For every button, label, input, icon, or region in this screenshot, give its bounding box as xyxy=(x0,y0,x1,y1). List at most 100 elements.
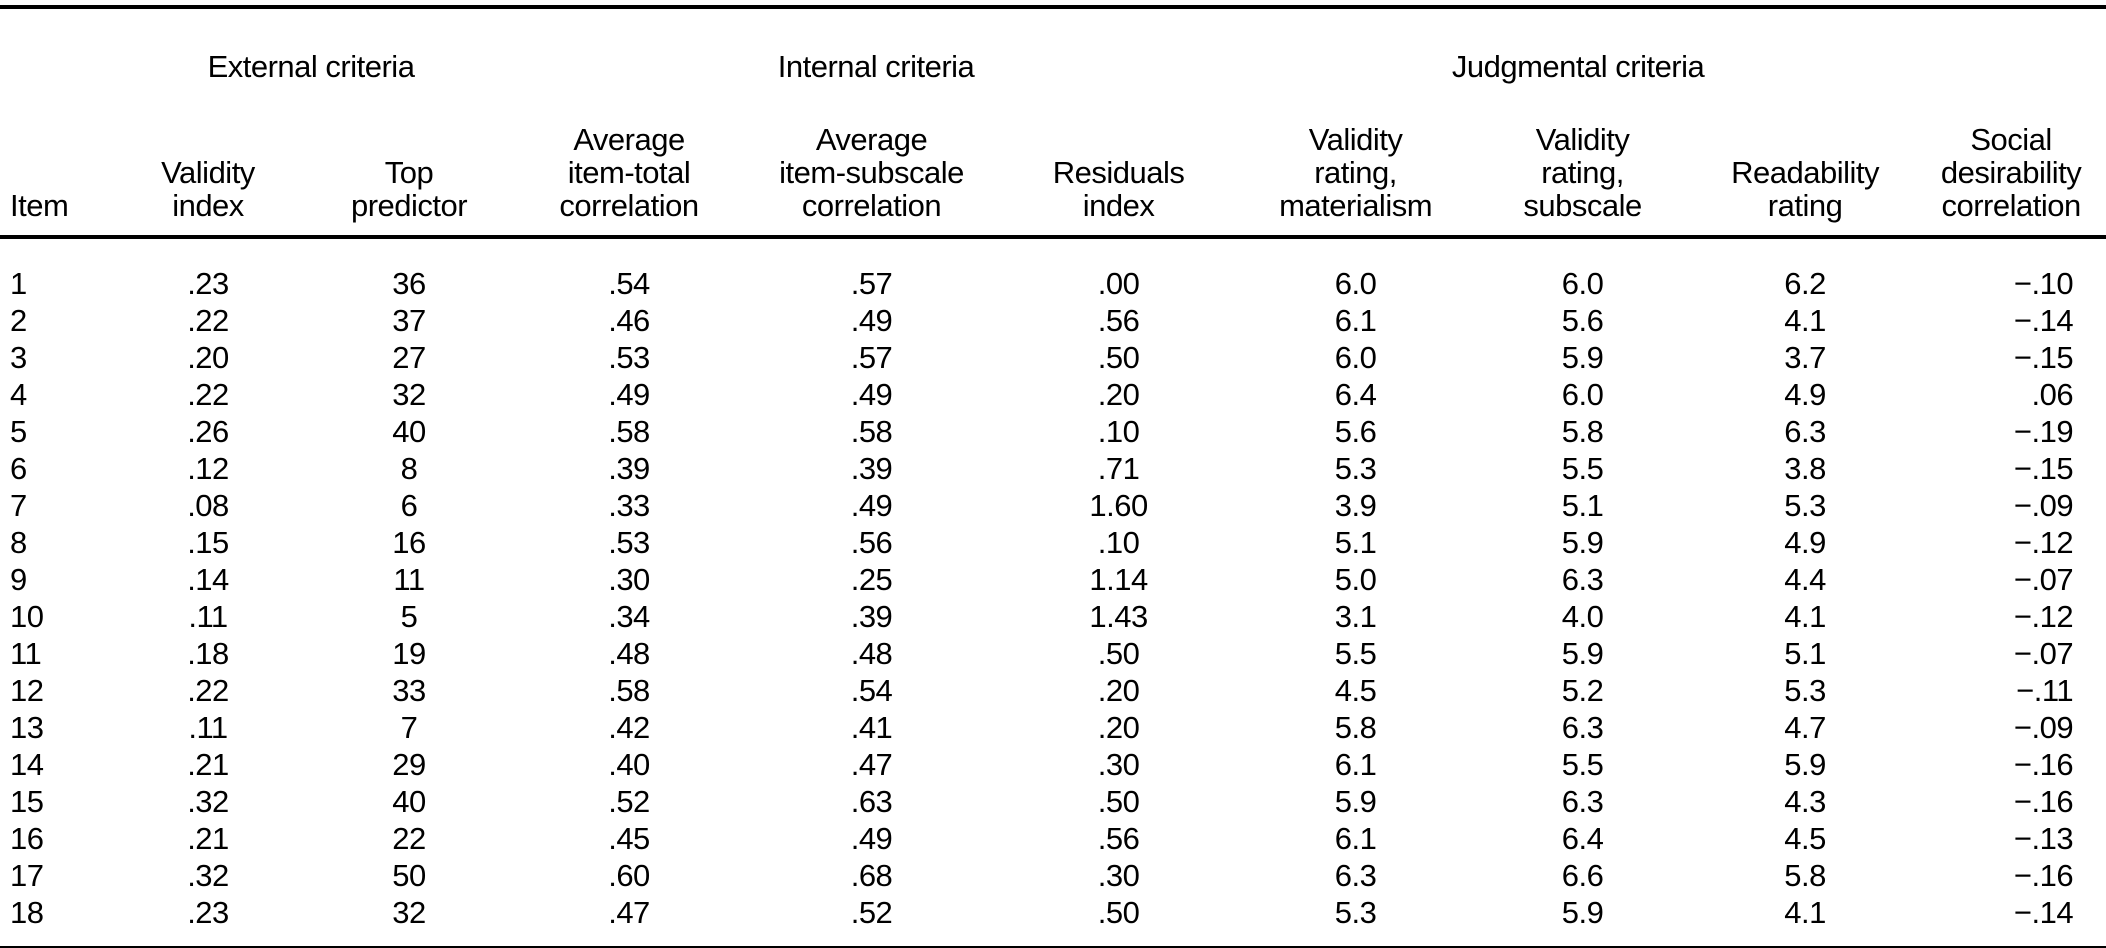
value-cell: .20 xyxy=(187,340,229,375)
value-cell: .68 xyxy=(850,858,893,893)
value-cell: .47 xyxy=(850,747,893,782)
value-cell: 5.3 xyxy=(1334,451,1377,486)
value-cell: 7 xyxy=(400,710,418,745)
value-cell: 5.3 xyxy=(1240,894,1472,948)
value-cell: .39 xyxy=(850,599,893,634)
column-header-validity-rating-subscale: Validity rating, subscale xyxy=(1471,90,1695,239)
value-cell: .48 xyxy=(608,636,650,671)
table-row: 10 .11 5 .34 .39 1.43 3.1 4.0 4.1 −.12 xyxy=(0,598,2106,635)
value-cell: 4.7 xyxy=(1784,710,1826,745)
value-cell: .46 xyxy=(608,303,650,338)
value-cell: .54 xyxy=(608,266,650,301)
value-cell: 5.2 xyxy=(1561,673,1604,708)
table-row: 15 .32 40 .52 .63 .50 5.9 6.3 4.3 −.16 xyxy=(0,783,2106,820)
value-cell: .42 xyxy=(608,710,650,745)
value-cell: 4.3 xyxy=(1784,784,1826,819)
value-cell: 3.1 xyxy=(1334,599,1377,634)
value-cell: .56 xyxy=(1097,303,1140,338)
value-cell: −.09 xyxy=(2013,710,2074,745)
value-cell: .00 xyxy=(1097,266,1140,301)
value-cell: .49 xyxy=(608,377,650,412)
value-cell: 6.4 xyxy=(1334,377,1377,412)
column-header-avg-item-total-correlation: Average item-total correlation xyxy=(512,90,747,239)
item-number-cell: 8 xyxy=(10,525,27,560)
value-cell: 3.8 xyxy=(1784,451,1826,486)
value-cell: 6.1 xyxy=(1334,747,1377,782)
item-number-cell: 5 xyxy=(10,414,27,449)
value-cell: 11 xyxy=(393,562,425,597)
item-number-cell: 11 xyxy=(10,636,42,671)
value-cell: 1.43 xyxy=(1089,599,1148,634)
value-cell: −.13 xyxy=(2013,821,2074,856)
value-cell: .08 xyxy=(187,488,229,523)
value-cell: .23 xyxy=(187,266,229,301)
value-cell: .39 xyxy=(850,451,893,486)
table-row: 18.23 32.47.52.50 5.3 5.9 4.1 −.14 xyxy=(0,894,2106,948)
group-internal-criteria: Internal criteria xyxy=(512,9,1240,90)
value-cell: 6.3 xyxy=(1334,858,1377,893)
table-row: 5 .26 40 .58 .58 .10 5.6 5.8 6.3 −.19 xyxy=(0,413,2106,450)
value-cell: .57 xyxy=(850,340,893,375)
value-cell: 5.9 xyxy=(1784,747,1826,782)
value-cell: .57 xyxy=(850,266,893,301)
value-cell: 5.9 xyxy=(1561,525,1604,560)
value-cell: 5.1 xyxy=(1561,488,1604,523)
value-cell: 5.5 xyxy=(1334,636,1377,671)
value-cell: .49 xyxy=(850,303,893,338)
table-row: 1 .23 36 .54 .57 .00 6.0 6.0 6.2 −.10 xyxy=(0,237,2106,302)
item-criteria-table: External criteria Internal criteria Judg… xyxy=(0,9,2106,948)
value-cell: 4.1 xyxy=(1784,599,1826,634)
value-cell: 4.1 xyxy=(1694,894,1917,948)
value-cell: −.09 xyxy=(2013,488,2074,523)
group-judgmental-criteria: Judgmental criteria xyxy=(1240,9,1916,90)
value-cell: .30 xyxy=(1097,747,1140,782)
value-cell: 6.3 xyxy=(1561,784,1604,819)
value-cell: 5.9 xyxy=(1471,894,1695,948)
item-number-cell: 6 xyxy=(10,451,27,486)
value-cell: 6.1 xyxy=(1334,821,1377,856)
value-cell: 4.1 xyxy=(1784,303,1826,338)
value-cell: 5.9 xyxy=(1561,636,1604,671)
value-cell: .14 xyxy=(187,562,229,597)
value-cell: .23 xyxy=(110,894,306,948)
value-cell: −.07 xyxy=(2013,636,2074,671)
value-cell: −.07 xyxy=(2013,562,2074,597)
value-cell: .22 xyxy=(187,377,229,412)
value-cell: 3.7 xyxy=(1784,340,1826,375)
value-cell: 5.8 xyxy=(1334,710,1377,745)
value-cell: 40 xyxy=(392,784,426,819)
value-cell: .39 xyxy=(608,451,650,486)
value-cell: .10 xyxy=(1097,525,1140,560)
value-cell: 40 xyxy=(392,414,426,449)
value-cell: −.19 xyxy=(2013,414,2074,449)
value-cell: .22 xyxy=(187,673,229,708)
table-row: 12 .22 33 .58 .54 .20 4.5 5.2 5.3 −.11 xyxy=(0,672,2106,709)
value-cell: 16 xyxy=(392,525,426,560)
item-number-cell: 16 xyxy=(10,821,44,856)
item-number-cell: 4 xyxy=(10,377,27,412)
value-cell: .52 xyxy=(608,784,650,819)
value-cell: 36 xyxy=(392,266,426,301)
table-row: 2 .22 37 .46 .49 .56 6.1 5.6 4.1 −.14 xyxy=(0,302,2106,339)
value-cell: .50 xyxy=(997,894,1241,948)
value-cell: .49 xyxy=(850,821,893,856)
value-cell: .49 xyxy=(850,377,893,412)
value-cell: .21 xyxy=(187,821,229,856)
column-header-avg-item-subscale-correlation: Average item-subscale correlation xyxy=(746,90,998,239)
value-cell: −.12 xyxy=(2013,599,2074,634)
value-cell: .15 xyxy=(187,525,229,560)
value-cell: .50 xyxy=(1097,784,1140,819)
value-cell: 32 xyxy=(306,894,513,948)
table-row: 3 .20 27 .53 .57 .50 6.0 5.9 3.7 −.15 xyxy=(0,339,2106,376)
group-label-judgmental: Judgmental criteria xyxy=(1451,49,1705,84)
value-cell: 5.6 xyxy=(1334,414,1377,449)
value-cell: .20 xyxy=(1097,377,1140,412)
value-cell: .71 xyxy=(1097,451,1140,486)
value-cell: .63 xyxy=(850,784,893,819)
value-cell: .41 xyxy=(850,710,893,745)
item-number-cell: 17 xyxy=(10,858,44,893)
value-cell: 4.0 xyxy=(1561,599,1604,634)
value-cell: 5.3 xyxy=(1784,673,1826,708)
value-cell: 5.9 xyxy=(1334,784,1377,819)
value-cell: .33 xyxy=(608,488,650,523)
